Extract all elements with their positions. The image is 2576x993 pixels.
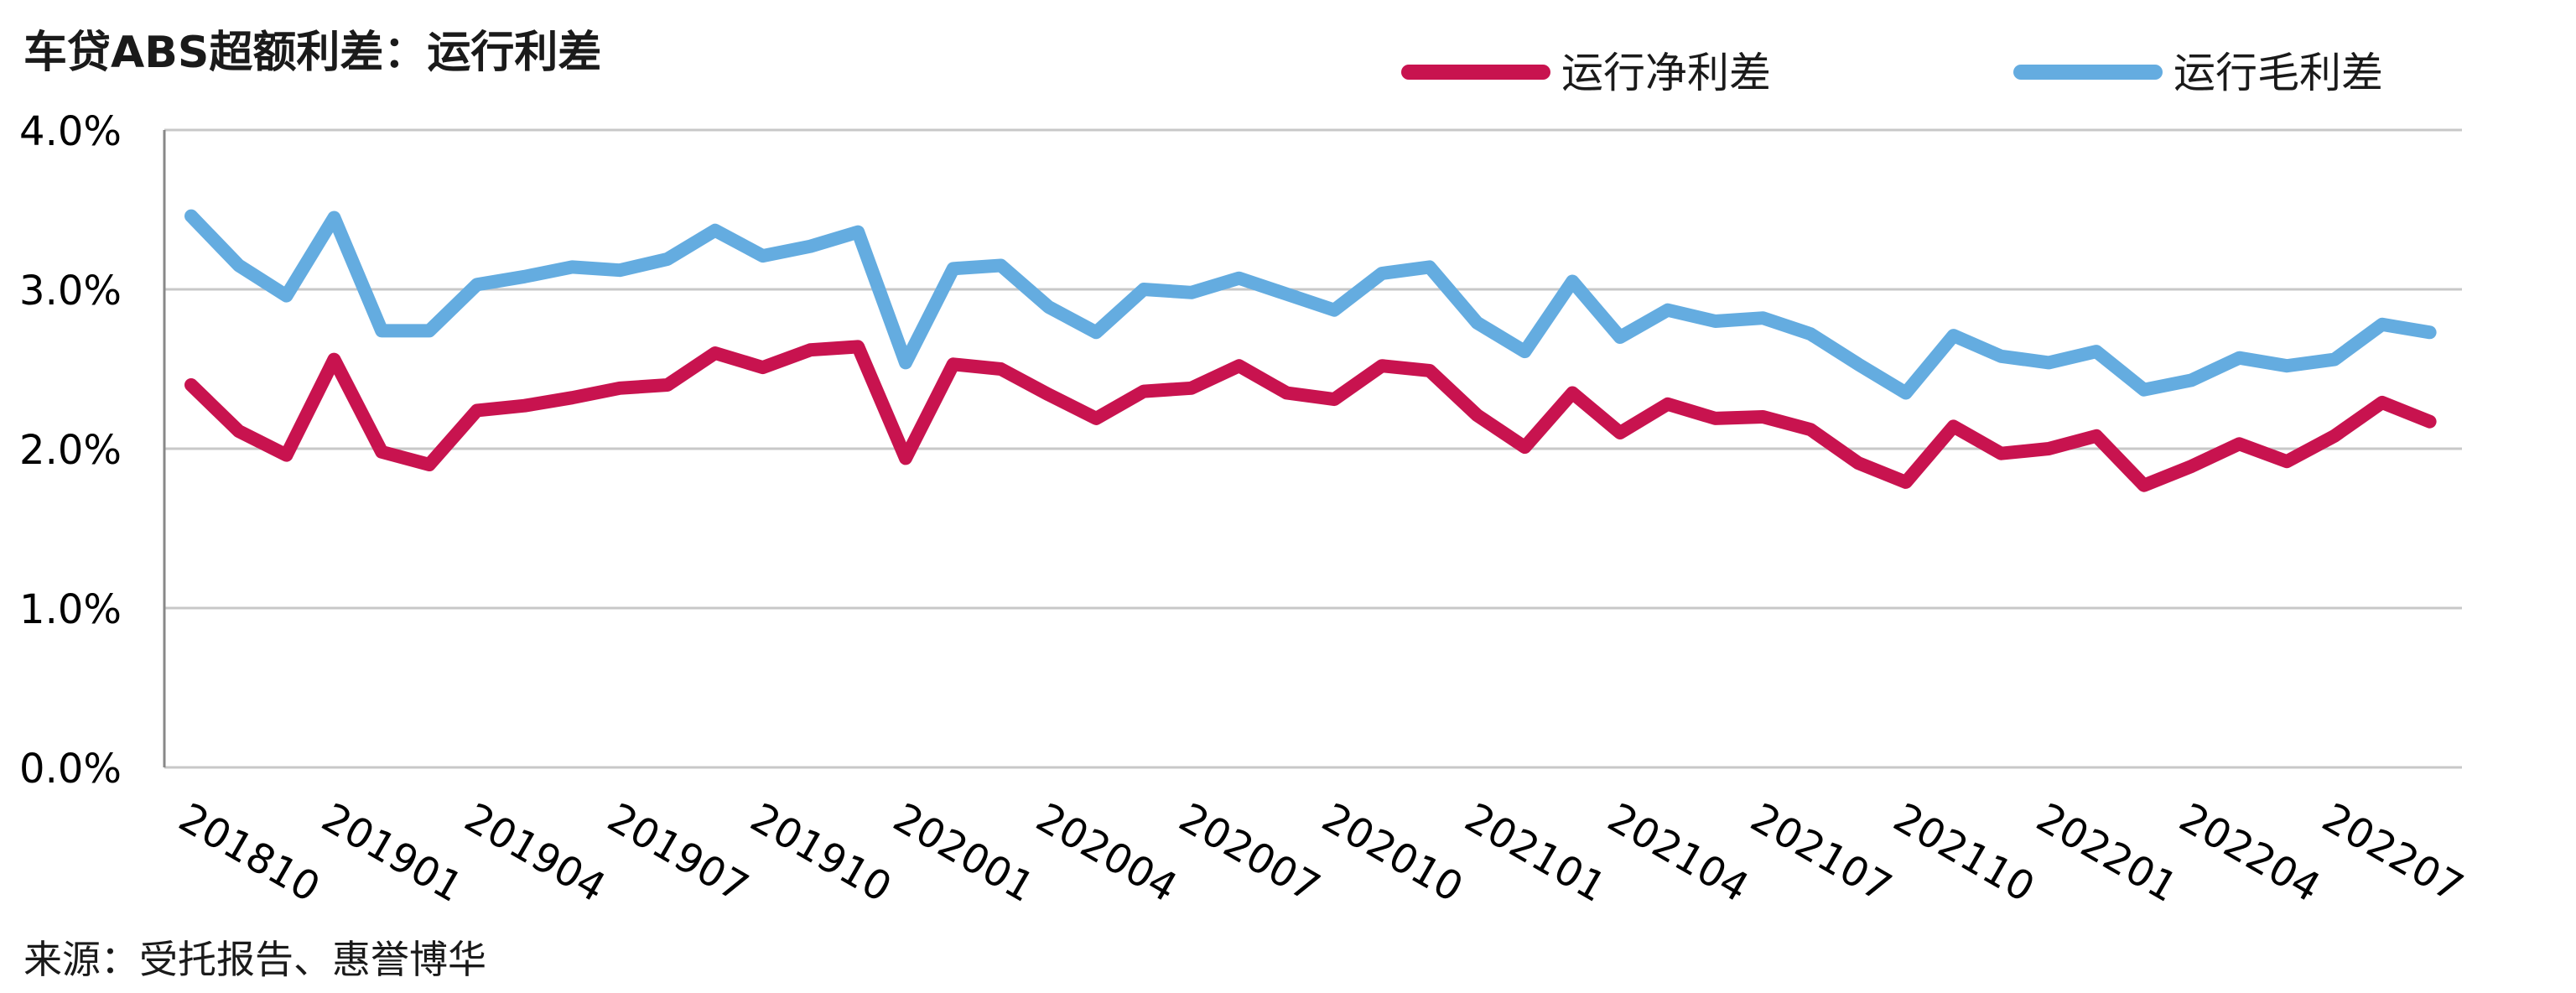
x-tick-label: 202107 xyxy=(1742,794,1899,912)
x-tick-label: 201907 xyxy=(600,794,756,912)
x-tick-label: 202007 xyxy=(1171,794,1328,912)
x-tick-label: 202207 xyxy=(2314,794,2471,912)
y-tick-label: 2.0% xyxy=(19,427,122,474)
x-tick-label: 201910 xyxy=(743,794,900,912)
series-line-net-spread xyxy=(184,340,2437,492)
y-tick-label: 0.0% xyxy=(19,746,122,793)
y-tick-label: 3.0% xyxy=(19,268,122,315)
y-tick-label: 4.0% xyxy=(19,108,122,155)
x-tick-label: 202010 xyxy=(1314,794,1471,912)
x-axis-ticks: 2018102019012019042019072019102020012020… xyxy=(171,794,2471,912)
chart-title: 车贷ABS超额利差：运行利差 xyxy=(23,28,601,78)
x-tick-label: 202201 xyxy=(2028,794,2185,912)
legend-label-net-spread: 运行净利差 xyxy=(1561,49,1771,97)
series-line-gross-spread xyxy=(184,209,2437,400)
x-tick-label: 202104 xyxy=(1600,794,1757,912)
source-note: 来源：受托报告、惠誉博华 xyxy=(23,937,486,982)
y-tick-label: 1.0% xyxy=(19,586,122,633)
x-tick-label: 202001 xyxy=(886,794,1042,912)
x-tick-label: 201904 xyxy=(457,794,614,912)
x-tick-label: 202204 xyxy=(2172,794,2329,912)
x-tick-label: 202004 xyxy=(1028,794,1185,912)
gridlines xyxy=(164,128,2462,769)
x-tick-label: 202110 xyxy=(1886,794,2043,912)
x-tick-label: 201810 xyxy=(171,794,328,912)
x-tick-label: 201901 xyxy=(314,794,470,912)
y-axis-ticks: 0.0% 1.0% 2.0% 3.0% 4.0% xyxy=(19,108,122,793)
x-tick-label: 202101 xyxy=(1457,794,1614,912)
legend: 运行净利差 运行毛利差 xyxy=(1401,49,2383,97)
legend-label-gross-spread: 运行毛利差 xyxy=(2174,49,2383,97)
series-lines xyxy=(184,209,2437,492)
